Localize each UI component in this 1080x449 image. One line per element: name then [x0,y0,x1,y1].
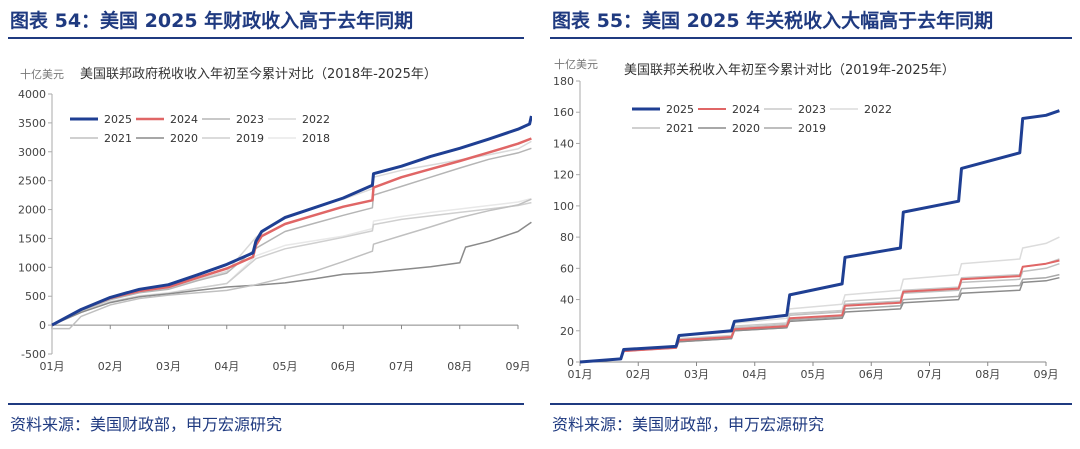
fiscal-revenue-panel: 图表 54：美国 2025 年财政收入高于去年同期 十亿美元 美国联邦政府税收收入… [0,0,532,449]
panel-title: 图表 55：美国 2025 年关税收入大幅高于去年同期 [552,10,994,32]
source-divider [550,403,1072,405]
series-line-2020 [51,221,532,326]
x-tick-label: 07月 [917,368,942,381]
y-tick-label: 180 [553,75,574,88]
source-note: 资料来源：美国财政部，申万宏源研究 [552,415,825,434]
y-tick-label: 4000 [18,88,46,101]
y-tick-label: 160 [553,106,574,119]
series-line-2023 [51,147,532,326]
y-tick-label: 2500 [18,175,46,188]
series-line-2025 [579,109,1060,364]
series-line-2021 [52,198,532,330]
source-divider [8,403,524,405]
x-tick-label: 02月 [98,360,123,373]
y-tick-label: 1000 [18,261,46,274]
legend-label-2024: 2024 [170,113,198,126]
title-divider [8,37,524,39]
y-tick-label: 3000 [18,146,46,159]
y-tick-label: 120 [553,169,574,182]
legend-label-2023: 2023 [236,113,264,126]
x-tick-label: 07月 [389,360,414,373]
x-tick-label: 01月 [568,368,593,381]
y-tick-label: 40 [560,294,574,307]
chart-title: 美国联邦关税收入年初至今累计对比（2019年-2025年） [624,62,955,78]
x-tick-label: 06月 [859,368,884,381]
legend-label-2024: 2024 [732,103,760,116]
legend-label-2021: 2021 [104,132,132,145]
y-tick-label: -500 [21,348,46,361]
title-divider [550,37,1072,39]
x-tick-label: 05月 [801,368,826,381]
y-tick-label: 20 [560,325,574,338]
series-line-2022 [51,140,532,326]
y-tick-label: 500 [25,290,46,303]
y-tick-label: 1500 [18,232,46,245]
legend-label-2019: 2019 [798,122,826,135]
y-tick-label: 0 [567,356,574,369]
series-line-2022 [579,236,1060,363]
x-tick-label: 09月 [506,360,531,373]
legend-label-2020: 2020 [732,122,760,135]
x-tick-label: 09月 [1034,368,1059,381]
x-tick-label: 08月 [447,360,472,373]
x-tick-label: 06月 [331,360,356,373]
legend-label-2019: 2019 [236,132,264,145]
series-line-2025 [51,115,532,327]
y-tick-label: 2000 [18,204,46,217]
chart-title: 美国联邦政府税收收入年初至今累计对比（2018年-2025年） [80,66,437,82]
x-tick-label: 02月 [626,368,651,381]
y-tick-label: 140 [553,137,574,150]
unit-label: 十亿美元 [554,57,598,71]
x-tick-label: 05月 [273,360,298,373]
source-note: 资料来源：美国财政部，申万宏源研究 [10,415,283,434]
legend-label-2025: 2025 [666,103,694,116]
y-tick-label: 60 [560,262,574,275]
legend-label-2020: 2020 [170,132,198,145]
legend-label-2022: 2022 [864,103,892,116]
series-line-2024 [51,137,532,327]
legend-label-2018: 2018 [302,132,330,145]
legend-label-2021: 2021 [666,122,694,135]
x-tick-label: 04月 [742,368,767,381]
panel-title: 图表 54：美国 2025 年财政收入高于去年同期 [10,10,414,32]
tariff-revenue-panel: 图表 55：美国 2025 年关税收入大幅高于去年同期 十亿美元 美国联邦关税收入… [542,0,1080,449]
x-tick-label: 03月 [156,360,181,373]
y-tick-label: 80 [560,231,574,244]
y-tick-label: 0 [39,319,46,332]
unit-label: 十亿美元 [20,67,64,81]
legend-label-2022: 2022 [302,113,330,126]
y-tick-label: 3500 [18,117,46,130]
x-tick-label: 08月 [975,368,1000,381]
legend-label-2025: 2025 [104,113,132,126]
x-tick-label: 01月 [40,360,65,373]
legend-label-2023: 2023 [798,103,826,116]
y-tick-label: 100 [553,200,574,213]
x-tick-label: 04月 [214,360,239,373]
fiscal-revenue-chart: 十亿美元 美国联邦政府税收收入年初至今累计对比（2018年-2025年）-5000… [18,66,532,373]
tariff-revenue-chart: 十亿美元 美国联邦关税收入年初至今累计对比（2019年-2025年） 0 20 40 60… [553,57,1060,381]
x-tick-label: 03月 [684,368,709,381]
